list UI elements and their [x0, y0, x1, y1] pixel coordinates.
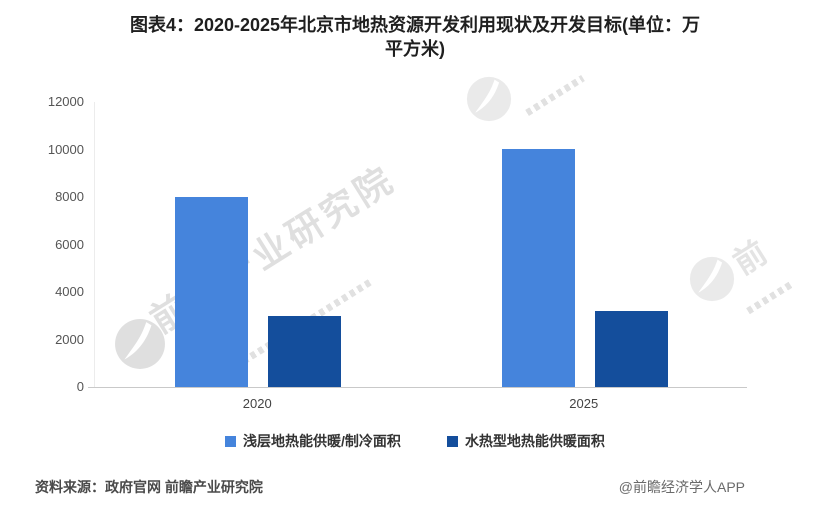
x-tick-label: 2020: [242, 396, 272, 411]
legend-swatch: [225, 435, 237, 447]
bar: [594, 311, 668, 387]
legend-item: 水热型地热能供暖面积: [446, 431, 605, 451]
y-tick-label: 10000: [47, 141, 84, 157]
legend: 浅层地热能供暖/制冷面积 水热型地热能供暖面积: [0, 431, 830, 451]
credit-note: @前瞻经济学人APP: [618, 479, 745, 495]
watermark-subtext: [746, 280, 794, 315]
x-axis-line: [88, 387, 747, 388]
x-tick-label: 2025: [569, 396, 599, 411]
y-tick-label: 4000: [55, 284, 84, 299]
y-tick-label: 6000: [55, 236, 84, 252]
watermark-logo-icon: [115, 319, 165, 369]
bar-group-2020: [95, 197, 422, 387]
bar: [501, 149, 575, 387]
plot-area: [94, 102, 748, 387]
legend-swatch: [446, 435, 458, 447]
y-tick-label: 0: [76, 379, 84, 394]
bar-group-2025: [422, 149, 749, 387]
legend-label: 水热型地热能供暖面积: [464, 433, 605, 449]
chart-title: 图表4：2020-2025年北京市地热资源开发利用现状及开发目标(单位：万 平方…: [0, 13, 830, 62]
chart-title-line2: 平方米): [385, 39, 445, 60]
chart-title-line1: 图表4：2020-2025年北京市地热资源开发利用现状及开发目标(单位：万: [129, 15, 701, 35]
bar: [268, 316, 342, 387]
bar: [175, 197, 249, 387]
watermark-logo-icon: [689, 256, 735, 302]
watermark-logo-icon: [466, 76, 512, 122]
y-tick-label: 2000: [55, 331, 84, 347]
legend-item: 浅层地热能供暖/制冷面积: [225, 431, 401, 451]
legend-label: 浅层地热能供暖/制冷面积: [243, 433, 401, 449]
source-note: 资料来源：政府官网 前瞻产业研究院: [35, 479, 263, 495]
y-tick-label: 12000: [47, 94, 84, 109]
y-tick-label: 8000: [55, 189, 84, 204]
